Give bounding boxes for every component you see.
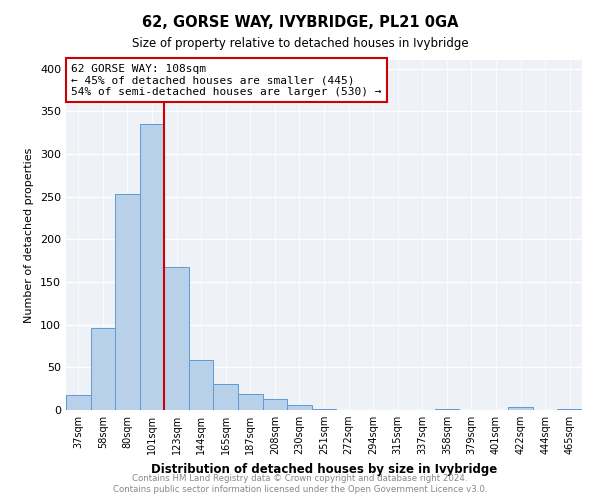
Bar — [189, 360, 214, 410]
Bar — [312, 409, 336, 410]
Bar — [557, 409, 582, 410]
Text: Contains HM Land Registry data © Crown copyright and database right 2024.
Contai: Contains HM Land Registry data © Crown c… — [113, 474, 487, 494]
Bar — [508, 406, 533, 410]
Bar — [434, 409, 459, 410]
Bar — [238, 394, 263, 410]
Bar — [91, 328, 115, 410]
Y-axis label: Number of detached properties: Number of detached properties — [25, 148, 34, 322]
Text: 62 GORSE WAY: 108sqm
← 45% of detached houses are smaller (445)
54% of semi-deta: 62 GORSE WAY: 108sqm ← 45% of detached h… — [71, 64, 382, 96]
Bar — [263, 399, 287, 410]
Bar — [287, 405, 312, 410]
Bar — [66, 396, 91, 410]
X-axis label: Distribution of detached houses by size in Ivybridge: Distribution of detached houses by size … — [151, 462, 497, 475]
Text: 62, GORSE WAY, IVYBRIDGE, PL21 0GA: 62, GORSE WAY, IVYBRIDGE, PL21 0GA — [142, 15, 458, 30]
Bar — [214, 384, 238, 410]
Bar — [164, 266, 189, 410]
Bar — [115, 194, 140, 410]
Bar — [140, 124, 164, 410]
Text: Size of property relative to detached houses in Ivybridge: Size of property relative to detached ho… — [131, 38, 469, 51]
